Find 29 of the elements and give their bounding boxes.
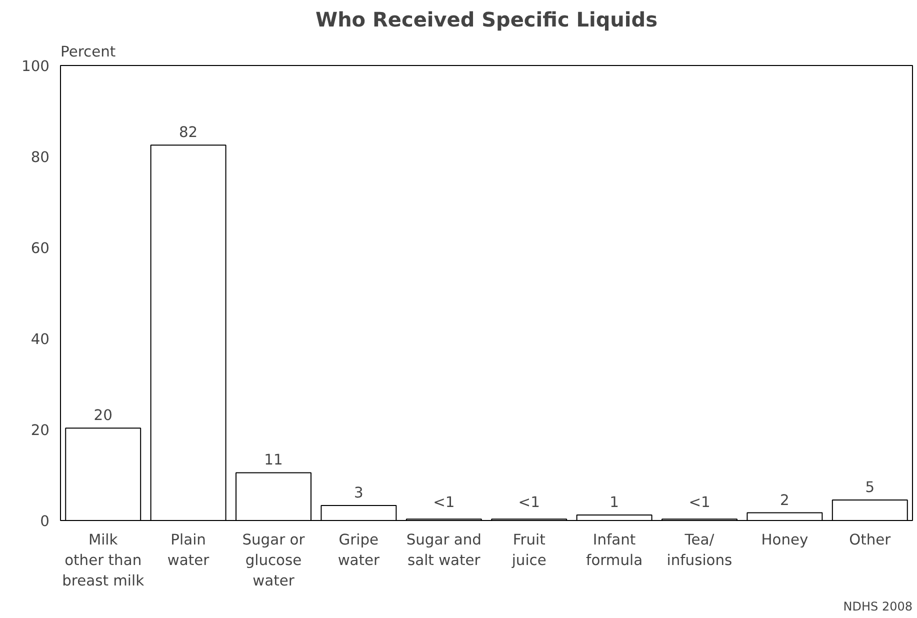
data-label: 11 <box>264 452 283 469</box>
y-tick-label: 80 <box>30 149 50 166</box>
x-tick-label: Plain water <box>167 532 210 569</box>
x-tick-label: Honey <box>761 532 809 548</box>
data-label: 5 <box>865 479 875 496</box>
y-tick-label: 20 <box>30 422 50 439</box>
x-tick-label: Sugar and salt water <box>406 532 482 569</box>
data-label: 1 <box>610 494 619 512</box>
x-tick-label: Gripe water <box>338 532 381 569</box>
y-tick-label: 100 <box>22 58 50 75</box>
chart-title: Who Received Specific Liquids <box>316 8 658 32</box>
x-tick-label: Sugar or glucose water <box>242 532 306 590</box>
x-tick-label: Infant formula <box>586 532 643 569</box>
data-label: 3 <box>354 484 364 502</box>
data-label: <1 <box>433 494 455 512</box>
text: NDHS 2008 <box>843 600 913 614</box>
y-axis-title: Percent <box>60 44 116 60</box>
y-tick-label: 60 <box>30 240 50 257</box>
data-label: 2 <box>780 492 790 509</box>
data-label: 20 <box>94 407 112 424</box>
x-tick-label: Other <box>849 532 892 548</box>
x-tick-label: Fruit juice <box>510 532 546 569</box>
y-tick-label: 0 <box>40 513 50 530</box>
y-tick-label: 40 <box>30 331 50 348</box>
x-tick-label: Milk other than breast milk <box>62 532 145 590</box>
data-label: <1 <box>688 494 710 512</box>
data-label: <1 <box>518 494 540 512</box>
x-tick-label: Tea/ infusions <box>666 532 732 569</box>
data-label: 82 <box>178 124 198 142</box>
